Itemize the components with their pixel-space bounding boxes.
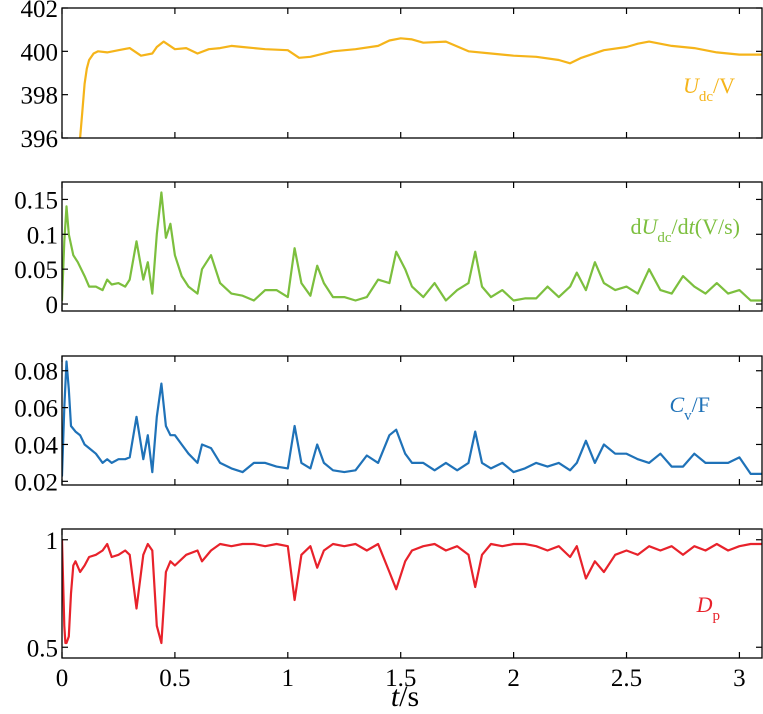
x-axis: 0 0.5 1 1.5 2 2.5 3: [56, 665, 746, 692]
x-axis-label: t/s: [391, 680, 419, 713]
x-tick-label: 1: [282, 665, 295, 692]
series-label-part: D: [696, 592, 713, 617]
series-label-part: d: [630, 214, 641, 239]
series-label-part: /d: [672, 214, 689, 239]
series-label-part: dc: [699, 89, 714, 105]
series-label-part: U: [683, 73, 701, 98]
y-tick-label: 0.15: [14, 187, 58, 214]
y-tick-label: 400: [21, 39, 59, 66]
series-label-part: v: [684, 408, 692, 424]
y-tick-label: 0.5: [27, 635, 58, 662]
y-tick-label: 1: [46, 528, 59, 555]
y-tick-label: 0.02: [14, 469, 58, 496]
series-line-3: [62, 360, 762, 477]
x-tick-label: 2.5: [611, 665, 642, 692]
y-tick-label: 0: [46, 292, 59, 319]
y-tick-label: 402: [21, 0, 59, 23]
series-label-part: U: [641, 214, 659, 239]
series-label-4: Dp: [696, 592, 720, 624]
series-label-part: p: [713, 608, 721, 624]
y-tick-label: 0.06: [14, 396, 58, 423]
series-label-3: Cv/F: [669, 392, 710, 424]
series-line-2: [62, 191, 762, 302]
x-tick-label: 0: [56, 665, 69, 692]
x-tick-label: 3: [733, 665, 746, 692]
plot-frame: [61, 355, 763, 486]
x-axis-label-var: t: [391, 680, 400, 713]
series-label-2: dUdc/dt(V/s): [630, 214, 740, 246]
series-label-1: Udc/V: [683, 73, 735, 105]
panel-3: 0.02 0.04 0.06 0.08 Cv/F: [14, 355, 763, 496]
y-tick-label: 396: [21, 126, 59, 153]
series-label-part: C: [669, 392, 684, 417]
y-tick-label: 0.1: [27, 222, 58, 249]
x-tick-label: 0.5: [159, 665, 190, 692]
x-axis-label-unit: /s: [399, 680, 419, 713]
panel-1: 396 398 400 402 Udc/V: [21, 0, 763, 153]
panel-2: 0 0.05 0.1 0.15 dUdc/dt(V/s): [14, 181, 763, 319]
series-line-1: [79, 37, 762, 138]
plot-frame: [61, 181, 763, 312]
y-tick-label: 398: [21, 83, 59, 110]
series-label-part: dc: [657, 230, 672, 246]
series-label-part: /F: [692, 392, 710, 417]
x-tick-label: 1.5: [385, 665, 416, 692]
panel-4: 0.5 1 Dp: [27, 528, 763, 662]
plot-frame: [61, 528, 763, 659]
y-tick-label: 0.08: [14, 359, 58, 386]
x-tick-label: 2: [507, 665, 520, 692]
series-label-part: /V: [713, 73, 735, 98]
series-label-part: t: [689, 214, 696, 239]
series-line-4: [62, 538, 762, 645]
plot-frame: [61, 7, 763, 139]
y-tick-label: 0.04: [14, 432, 58, 459]
y-tick-label: 0.05: [14, 257, 58, 284]
series-label-part: (V/s): [695, 214, 740, 239]
